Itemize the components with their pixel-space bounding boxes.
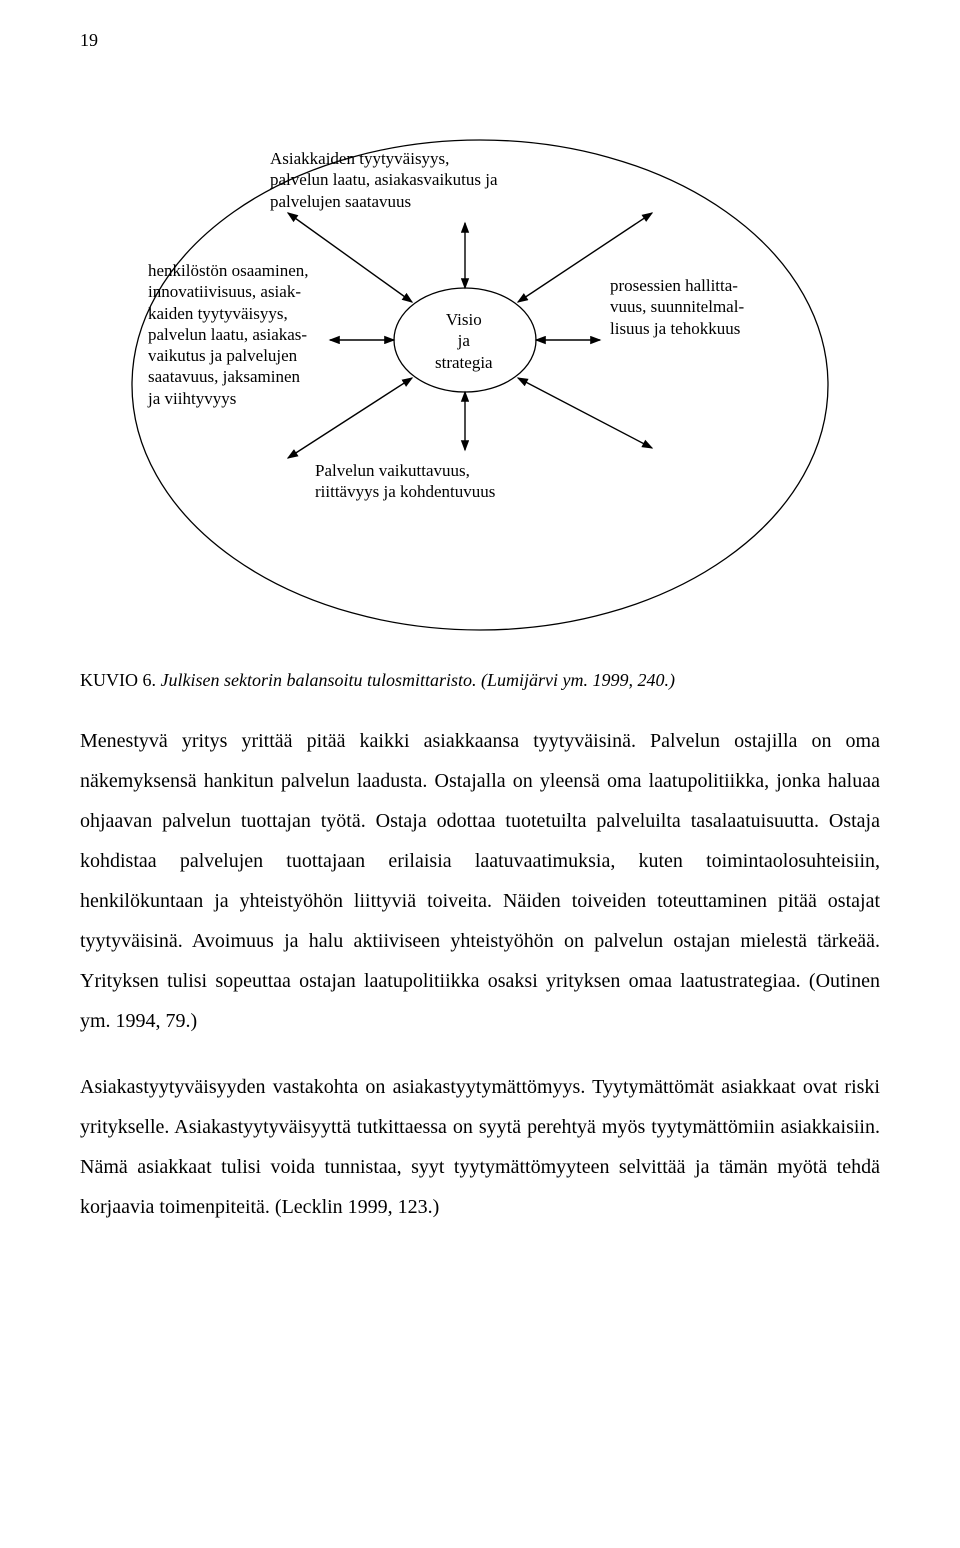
balanced-scorecard-diagram: Asiakkaiden tyytyväisyys, palvelun laatu…	[110, 80, 850, 640]
body-paragraph-1: Menestyvä yritys yrittää pitää kaikki as…	[80, 721, 880, 1041]
page-number: 19	[80, 30, 98, 51]
body-paragraph-2: Asiakastyytyväisyyden vastakohta on asia…	[80, 1067, 880, 1227]
figure-caption: KUVIO 6. Julkisen sektorin balansoitu tu…	[80, 670, 880, 691]
diagram-label-bottom: Palvelun vaikuttavuus, riittävyys ja koh…	[315, 460, 495, 503]
caption-text: Julkisen sektorin balansoitu tulosmittar…	[156, 670, 675, 690]
diagram-label-left: henkilöstön osaaminen, innovatiivisuus, …	[148, 260, 309, 409]
caption-prefix: KUVIO 6.	[80, 670, 156, 690]
diagram-label-top: Asiakkaiden tyytyväisyys, palvelun laatu…	[270, 148, 498, 212]
diagram-label-center: Visio ja strategia	[435, 309, 493, 373]
diagram-label-right: prosessien hallitta- vuus, suunnitelmal-…	[610, 275, 744, 339]
